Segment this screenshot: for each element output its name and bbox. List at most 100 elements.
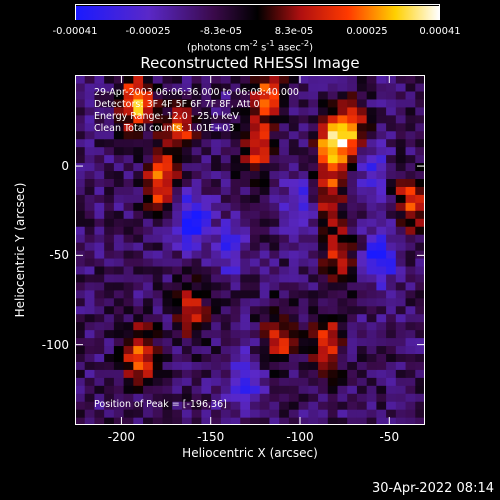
x-tick-label: -50 (379, 430, 400, 444)
heatmap-cell (191, 146, 202, 156)
heatmap-cell (386, 393, 397, 402)
heatmap-cell (220, 297, 232, 307)
heatmap-cell (104, 154, 115, 164)
heatmap-cell (201, 186, 212, 195)
heatmap-cell (395, 377, 407, 386)
heatmap-cell (356, 281, 368, 291)
heatmap-cell (376, 257, 387, 267)
heatmap-cell (123, 122, 134, 132)
heatmap-cell (75, 210, 86, 219)
heatmap-cell (259, 329, 271, 339)
heatmap-cell (172, 417, 183, 425)
heatmap-cell (415, 242, 425, 251)
heatmap-cell (288, 345, 300, 354)
heatmap-cell (133, 250, 144, 259)
heatmap-cell (84, 202, 96, 211)
heatmap-cell (220, 170, 232, 179)
heatmap-cell (181, 98, 193, 108)
heatmap-cell (366, 273, 377, 283)
heatmap-cell (152, 409, 164, 418)
heatmap-cell (143, 257, 154, 267)
heatmap-cell (347, 210, 358, 219)
heatmap-cell (405, 138, 416, 148)
heatmap-cell (298, 401, 309, 410)
heatmap-cell (386, 313, 397, 323)
heatmap-cell (230, 289, 241, 299)
heatmap-cell (220, 106, 232, 116)
heatmap-cell (269, 210, 280, 219)
heatmap-cell (75, 305, 86, 315)
heatmap-cell (279, 345, 290, 354)
heatmap-cell (318, 218, 329, 227)
heatmap-cell (104, 146, 115, 156)
heatmap-cell (230, 98, 241, 108)
heatmap-cell (366, 98, 377, 108)
heatmap-cell (143, 130, 154, 140)
heatmap-cell (376, 178, 387, 187)
heatmap-cell (240, 337, 251, 347)
heatmap-cell (220, 202, 232, 211)
heatmap-cell (230, 417, 241, 425)
heatmap-cell (123, 218, 134, 227)
heatmap-cell (415, 75, 425, 84)
heatmap-cell (395, 186, 407, 195)
heatmap-cell (259, 98, 271, 108)
heatmap-cell (191, 82, 202, 92)
heatmap-cell (75, 297, 86, 307)
heatmap-cell (347, 265, 358, 275)
heatmap-cell (366, 226, 377, 235)
heatmap-cell (211, 242, 222, 251)
heatmap-cell (84, 281, 96, 291)
heatmap-cell (152, 90, 164, 100)
heatmap-cell (308, 146, 319, 156)
heatmap-cell (94, 178, 105, 187)
heatmap-cell (143, 377, 154, 386)
heatmap-cell (162, 321, 173, 331)
heatmap-cell (211, 353, 222, 362)
heatmap-cell (269, 417, 280, 425)
heatmap-cell (279, 138, 290, 148)
heatmap-cell (181, 257, 193, 267)
heatmap-cell (308, 385, 319, 394)
heatmap-cell (337, 353, 348, 362)
heatmap-cell (288, 297, 300, 307)
heatmap-cell (318, 90, 329, 100)
heatmap-cell (386, 361, 397, 370)
heatmap-cell (347, 114, 358, 124)
heatmap-cell (269, 226, 280, 235)
heatmap-cell (327, 313, 339, 323)
heatmap-cell (181, 393, 193, 402)
heatmap-cell (211, 106, 222, 116)
heatmap-cell (181, 345, 193, 354)
heatmap-cell (279, 98, 290, 108)
heatmap-cell (162, 226, 173, 235)
heatmap-cell (308, 90, 319, 100)
heatmap-cell (405, 393, 416, 402)
heatmap-cell (250, 377, 261, 386)
heatmap-cell (250, 98, 261, 108)
heatmap-cell (123, 313, 134, 323)
heatmap-cell (201, 202, 212, 211)
heatmap-cell (240, 385, 251, 394)
heatmap-cell (327, 75, 339, 84)
heatmap-cell (376, 305, 387, 315)
heatmap-cell (172, 75, 183, 84)
heatmap-cell (366, 337, 377, 347)
heatmap-cell (415, 265, 425, 275)
heatmap-cell (162, 178, 173, 187)
heatmap-cell (75, 257, 86, 267)
heatmap-cell (318, 265, 329, 275)
heatmap-cell (259, 178, 271, 187)
heatmap-cell (240, 138, 251, 148)
heatmap-cell (366, 313, 377, 323)
heatmap-cell (172, 114, 183, 124)
heatmap-cell (288, 242, 300, 251)
heatmap-cell (288, 98, 300, 108)
heatmap-cell (94, 234, 105, 243)
heatmap-cell (318, 98, 329, 108)
heatmap-cell (191, 337, 202, 347)
heatmap-cell (337, 234, 348, 243)
heatmap-cell (269, 337, 280, 347)
heatmap-cell (162, 130, 173, 140)
heatmap-cell (220, 377, 232, 386)
